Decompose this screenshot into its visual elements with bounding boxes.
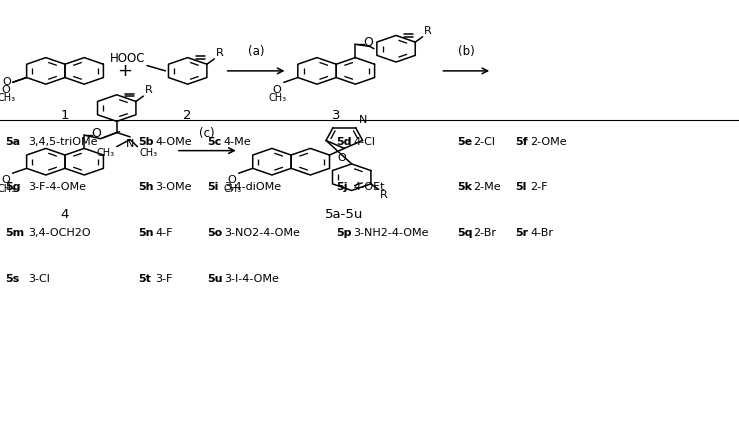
Text: 3-NH2-4-OMe: 3-NH2-4-OMe xyxy=(353,228,429,238)
Text: CH₃: CH₃ xyxy=(269,93,287,104)
Text: 2-OMe: 2-OMe xyxy=(531,137,568,147)
Text: O: O xyxy=(273,85,282,95)
Text: 3,4-diOMe: 3,4-diOMe xyxy=(224,183,281,192)
Text: 3,4-OCH2O: 3,4-OCH2O xyxy=(28,228,91,238)
Text: 5r: 5r xyxy=(515,228,528,238)
Text: (a): (a) xyxy=(248,45,265,58)
Text: 2: 2 xyxy=(183,109,192,121)
Text: +: + xyxy=(118,62,132,80)
Text: 4-Br: 4-Br xyxy=(531,228,554,238)
Text: 5k: 5k xyxy=(457,183,472,192)
Text: 3,4,5-triOMe: 3,4,5-triOMe xyxy=(28,137,98,147)
Text: 3-OMe: 3-OMe xyxy=(155,183,191,192)
Text: 5d: 5d xyxy=(336,137,352,147)
Text: N: N xyxy=(126,139,134,149)
Text: CH₃: CH₃ xyxy=(96,148,115,158)
Text: 5u: 5u xyxy=(207,274,222,284)
Text: N: N xyxy=(358,115,367,125)
Text: 3-F: 3-F xyxy=(155,274,173,284)
Text: 5o: 5o xyxy=(207,228,222,238)
Text: R: R xyxy=(145,85,152,95)
Text: O: O xyxy=(1,85,10,95)
Text: O: O xyxy=(2,77,11,87)
Text: 5a: 5a xyxy=(5,137,20,147)
Text: 5h: 5h xyxy=(138,183,154,192)
Text: 5b: 5b xyxy=(138,137,154,147)
Text: 3: 3 xyxy=(332,109,341,121)
Text: CH₃: CH₃ xyxy=(140,148,157,158)
Text: O: O xyxy=(228,175,236,186)
Text: 5l: 5l xyxy=(515,183,526,192)
Text: 4-OEt: 4-OEt xyxy=(353,183,385,192)
Text: 2-Me: 2-Me xyxy=(473,183,500,192)
Text: 5s: 5s xyxy=(5,274,19,284)
Text: O: O xyxy=(92,127,101,140)
Text: 4: 4 xyxy=(61,208,69,221)
Text: 5i: 5i xyxy=(207,183,218,192)
Text: 5a-5u: 5a-5u xyxy=(325,208,364,221)
Text: CH₃: CH₃ xyxy=(0,93,16,104)
Text: 5t: 5t xyxy=(138,274,151,284)
Text: 2-F: 2-F xyxy=(531,183,548,192)
Text: 2-Br: 2-Br xyxy=(473,228,496,238)
Text: 5c: 5c xyxy=(207,137,221,147)
Text: 5f: 5f xyxy=(515,137,528,147)
Text: (b): (b) xyxy=(458,45,474,58)
Text: 5g: 5g xyxy=(5,183,21,192)
Text: 5j: 5j xyxy=(336,183,348,192)
Text: 4-Me: 4-Me xyxy=(224,137,251,147)
Text: 5n: 5n xyxy=(138,228,154,238)
Text: 3-F-4-OMe: 3-F-4-OMe xyxy=(28,183,86,192)
Text: R: R xyxy=(424,26,432,36)
Text: 4-Cl: 4-Cl xyxy=(353,137,375,147)
Text: 4-OMe: 4-OMe xyxy=(155,137,192,147)
Text: O: O xyxy=(337,153,346,163)
Text: R: R xyxy=(216,48,223,58)
Text: O: O xyxy=(363,36,372,49)
Text: R: R xyxy=(380,190,387,200)
Text: 1: 1 xyxy=(61,109,69,121)
Text: CH₃: CH₃ xyxy=(0,184,16,194)
Text: 2-Cl: 2-Cl xyxy=(473,137,495,147)
Text: 3-I-4-OMe: 3-I-4-OMe xyxy=(224,274,279,284)
Text: O: O xyxy=(1,175,10,186)
Text: 5m: 5m xyxy=(5,228,24,238)
Text: (c): (c) xyxy=(200,127,215,140)
Text: 5p: 5p xyxy=(336,228,352,238)
Text: 5q: 5q xyxy=(457,228,473,238)
Text: 3-Cl: 3-Cl xyxy=(28,274,50,284)
Text: 5e: 5e xyxy=(457,137,472,147)
Text: 4-F: 4-F xyxy=(155,228,173,238)
Text: CH₃: CH₃ xyxy=(224,184,242,194)
Text: HOOC: HOOC xyxy=(110,52,146,65)
Text: 3-NO2-4-OMe: 3-NO2-4-OMe xyxy=(224,228,300,238)
